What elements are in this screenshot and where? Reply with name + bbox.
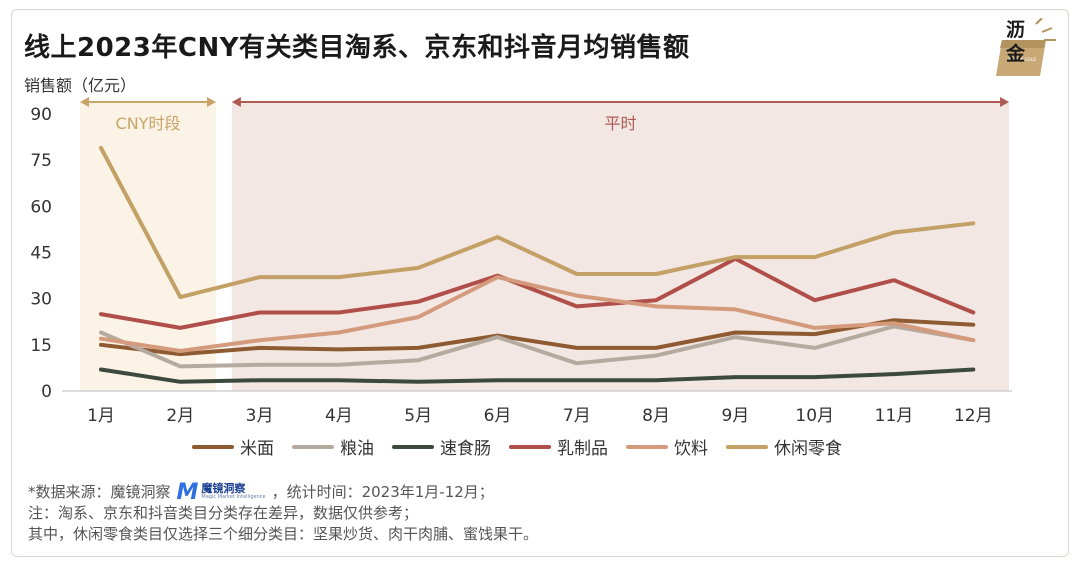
y-tick-label: 30 bbox=[30, 290, 52, 310]
x-tick-label: 8月 bbox=[642, 406, 670, 426]
y-tick-label: 90 bbox=[30, 105, 52, 125]
legend-label: 速食肠 bbox=[440, 439, 491, 459]
x-tick-label: 2月 bbox=[166, 406, 194, 426]
legend-label: 休闲零食 bbox=[774, 439, 842, 459]
series-line-饮料 bbox=[99, 275, 976, 353]
chart-legend: 米面 粮油 速食肠 乳制品 饮料 休闲零食 bbox=[192, 434, 860, 459]
region-label: CNY时段 bbox=[116, 114, 181, 133]
legend-item: 饮料 bbox=[626, 434, 708, 459]
series-line-粮油 bbox=[99, 324, 976, 369]
region-band bbox=[231, 102, 1010, 391]
moojing-logo-name: 魔镜洞察 bbox=[201, 481, 246, 495]
logo-char-2: 金 bbox=[1006, 43, 1026, 65]
y-tick-label: 15 bbox=[30, 336, 52, 356]
x-tick-label: 4月 bbox=[325, 406, 353, 426]
svg-text:ZHUIJIN GOLD: ZHUIJIN GOLD bbox=[1008, 57, 1036, 62]
footnote-source: *数据来源：魔镜洞察 M 魔镜洞察 Magic Market Intellige… bbox=[28, 480, 538, 505]
region-arrow-head-left bbox=[231, 97, 241, 107]
moojing-logo-sub: Magic Market Intelligence bbox=[201, 493, 266, 500]
region-arrow-head-right bbox=[1000, 97, 1010, 107]
y-tick-label: 45 bbox=[30, 244, 52, 264]
footnote-source-suffix: ，统计时间：2023年1月-12月； bbox=[271, 483, 494, 501]
legend-swatch bbox=[626, 444, 668, 449]
y-tick-label: 0 bbox=[41, 382, 52, 402]
x-tick-label: 5月 bbox=[404, 406, 432, 426]
legend-label: 粮油 bbox=[340, 439, 374, 459]
series-line-速食肠 bbox=[99, 367, 976, 384]
legend-swatch bbox=[192, 444, 234, 449]
region-label: 平时 bbox=[604, 114, 636, 133]
legend-item: 速食肠 bbox=[392, 434, 491, 459]
legend-swatch bbox=[726, 444, 768, 449]
x-tick-label: 6月 bbox=[484, 406, 512, 426]
moojing-m-icon: M bbox=[176, 480, 199, 505]
logo-char-1: 沥 bbox=[1006, 19, 1026, 41]
footnote-note: 注：淘系、京东和抖音类目分类存在差异，数据仅供参考； bbox=[28, 504, 419, 522]
x-tick-label: 1月 bbox=[87, 406, 115, 426]
legend-item: 乳制品 bbox=[509, 434, 608, 459]
legend-label: 饮料 bbox=[674, 439, 708, 459]
y-tick-label: 75 bbox=[30, 151, 52, 171]
x-tick-label: 11月 bbox=[875, 406, 914, 426]
legend-swatch bbox=[392, 444, 434, 449]
legend-swatch bbox=[509, 444, 551, 449]
x-tick-label: 9月 bbox=[721, 406, 749, 426]
legend-item: 粮油 bbox=[292, 434, 374, 459]
x-tick-label: 10月 bbox=[795, 406, 834, 426]
region-arrow-head-left bbox=[80, 97, 89, 107]
page-title: 线上2023年CNY有关类目淘系、京东和抖音月均销售额 bbox=[24, 33, 690, 63]
region-arrow-head-right bbox=[206, 97, 216, 107]
series-line-休闲零食 bbox=[99, 145, 976, 300]
series-line-乳制品 bbox=[99, 256, 976, 330]
sun-ray-book-logo: ZHUIJIN GOLD bbox=[996, 18, 1056, 76]
x-tick-label: 3月 bbox=[246, 406, 274, 426]
legend-label: 米面 bbox=[240, 439, 274, 459]
x-tick-label: 7月 bbox=[563, 406, 591, 426]
footnotes: *数据来源：魔镜洞察 M 魔镜洞察 Magic Market Intellige… bbox=[28, 482, 538, 545]
legend-swatch bbox=[292, 444, 334, 449]
footnote-source-prefix: *数据来源：魔镜洞察 bbox=[28, 483, 171, 501]
moojing-logo: M 魔镜洞察 Magic Market Intelligence bbox=[176, 480, 266, 505]
legend-item: 休闲零食 bbox=[726, 434, 842, 459]
legend-label: 乳制品 bbox=[557, 439, 608, 459]
series-line-米面 bbox=[99, 318, 976, 357]
y-tick-label: 60 bbox=[30, 197, 52, 217]
y-axis-label: 销售额（亿元） bbox=[24, 76, 136, 95]
legend-item: 米面 bbox=[192, 434, 274, 459]
x-tick-label: 12月 bbox=[954, 406, 993, 426]
footnote-snack-scope: 其中，休闲零食类目仅选择三个细分类目：坚果炒货、肉干肉脯、蜜饯果干。 bbox=[28, 525, 539, 543]
